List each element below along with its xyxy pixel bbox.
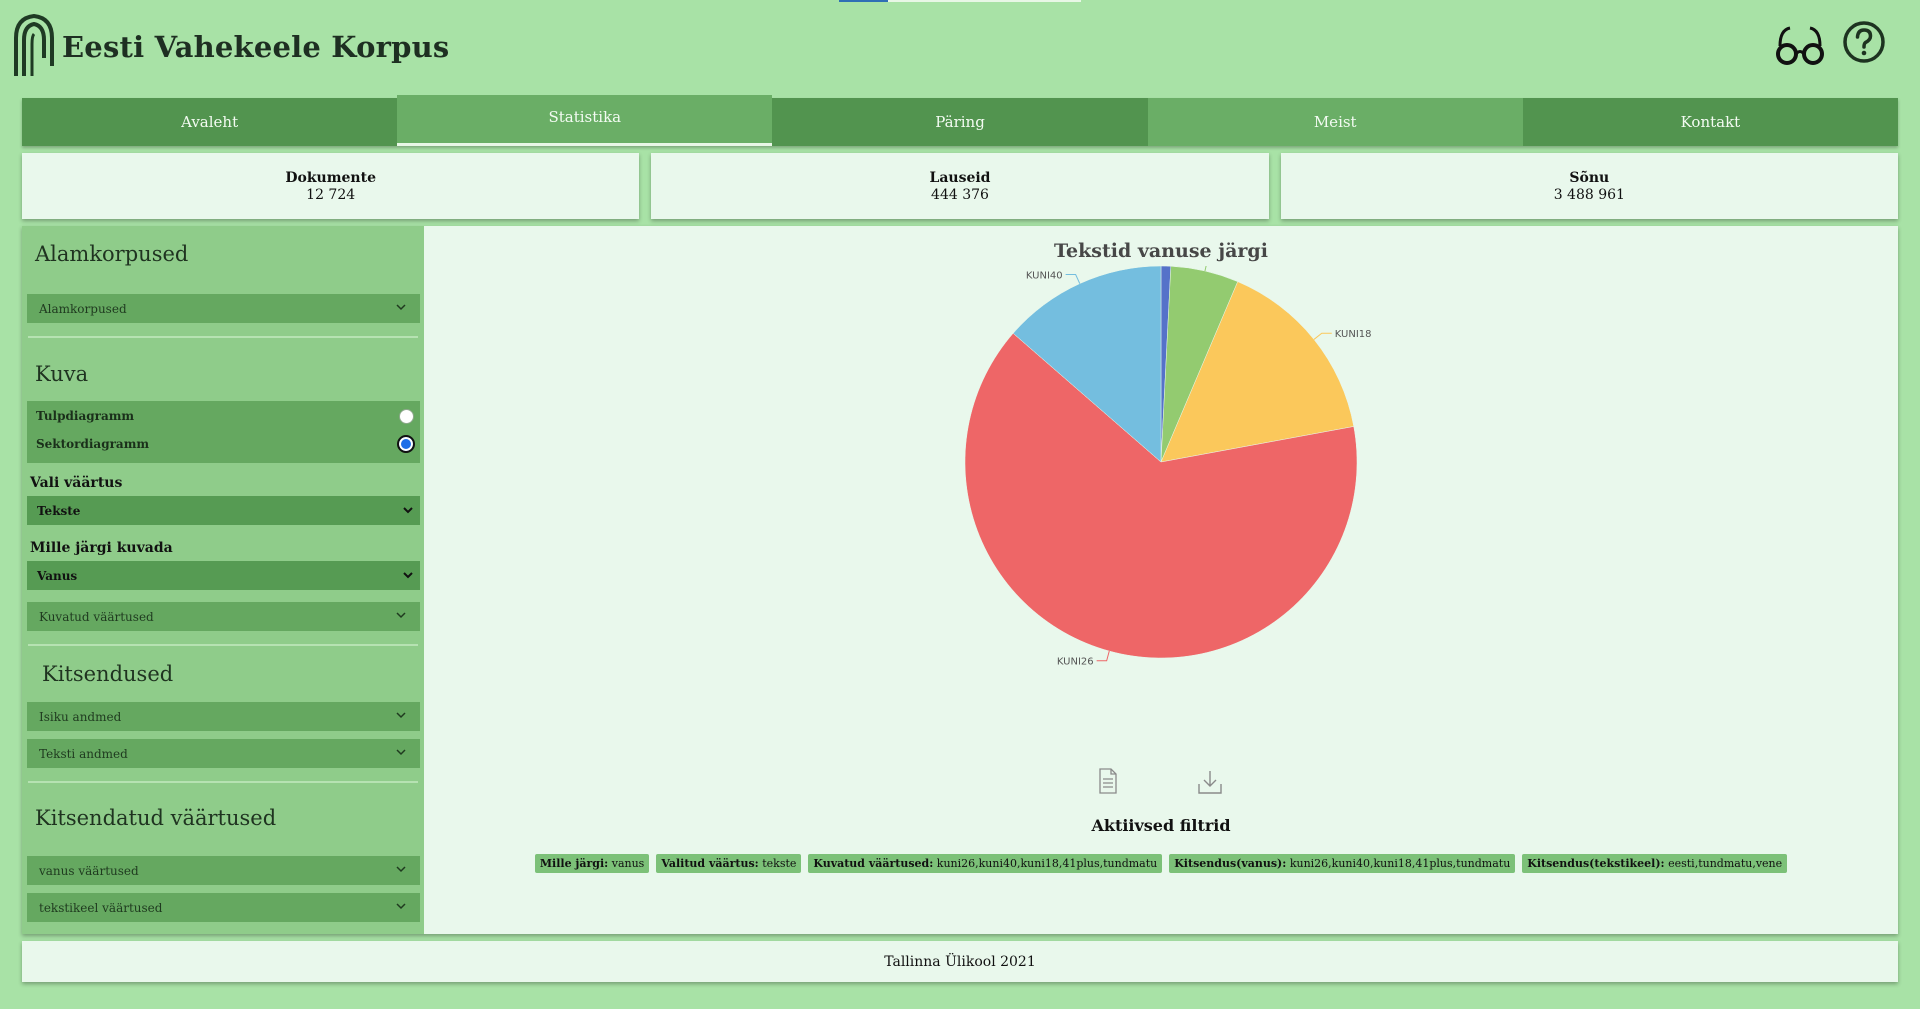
footer-text: Tallinna Ülikool 2021 <box>884 953 1036 970</box>
dropdown-label: Teksti andmed <box>39 746 128 761</box>
chevron-down-icon <box>396 304 406 311</box>
dropdown-label: vanus väärtused <box>39 863 139 878</box>
arch-logo[interactable] <box>12 14 56 78</box>
chevron-down-icon <box>396 712 406 719</box>
chevron-down-icon <box>403 507 413 514</box>
radio-sektordiagramm[interactable] <box>397 435 415 453</box>
dropdown-label: Isiku andmed <box>39 709 122 724</box>
pie-slice-kuni40[interactable] <box>1012 266 1162 463</box>
filter-chip: Kitsendus(tekstikeel): eesti,tundmatu,ve… <box>1522 854 1788 873</box>
pie-label-kuni26: KUNI26 <box>1057 657 1094 666</box>
pie-leader-line <box>1313 332 1332 340</box>
stat-value: 12 724 <box>306 186 356 203</box>
filter-chip: Kitsendus(vanus): kuni26,kuni40,kuni18,4… <box>1169 854 1516 873</box>
tab-kontakt[interactable]: Kontakt <box>1522 98 1899 146</box>
stat-value: 3 488 961 <box>1553 186 1625 203</box>
stat-label: Dokumente <box>285 169 376 186</box>
stat-value: 444 376 <box>931 186 989 203</box>
glasses-icon[interactable] <box>1774 24 1826 68</box>
filter-chip: Mille järgi: vanus <box>534 854 650 873</box>
pie-label-kuni40: KUNI40 <box>1026 271 1063 282</box>
select-value: Vanus <box>37 568 78 583</box>
footer: Tallinna Ülikool 2021 <box>22 941 1898 982</box>
chevron-down-icon <box>396 866 406 873</box>
group-by-label: Mille järgi kuvada <box>30 540 173 556</box>
filter-chip: Valitud väärtus: tekste <box>656 854 802 873</box>
language-values-dropdown[interactable]: tekstikeel väärtused <box>27 893 420 922</box>
chevron-down-icon <box>396 749 406 756</box>
main-nav: Avaleht Statistika Päring Meist Kontakt <box>22 95 1899 146</box>
stat-card-sentences: Lauseid 444 376 <box>651 153 1269 219</box>
statistics-panel: Alamkorpused Alamkorpused Kuva Tulpdiagr… <box>22 226 1898 934</box>
dropdown-label: Alamkorpused <box>39 301 127 316</box>
document-icon[interactable] <box>1098 768 1118 794</box>
stat-card-documents: Dokumente 12 724 <box>22 153 640 219</box>
download-icon[interactable] <box>1198 770 1222 794</box>
chevron-down-icon <box>396 903 406 910</box>
pie-chart: TUNDMATU41PLUSKUNI18KUNI26KUNI40 <box>964 266 1372 666</box>
value-select-label: Vali väärtus <box>30 475 123 491</box>
divider <box>28 644 418 646</box>
dropdown-label: tekstikeel väärtused <box>39 900 163 915</box>
section-heading-alamkorpused: Alamkorpused <box>35 242 189 266</box>
active-filters: Mille järgi: vanus Valitud väärtus: teks… <box>424 854 1898 873</box>
pie-label-41plus: 41PLUS <box>1220 266 1258 268</box>
stat-label: Lauseid <box>929 169 991 186</box>
stat-label: Sõnu <box>1569 169 1610 186</box>
tab-avaleht[interactable]: Avaleht <box>22 98 398 146</box>
active-filters-title: Aktiivsed filtrid <box>1091 816 1231 835</box>
section-heading-kitsendatud: Kitsendatud väärtused <box>35 806 277 830</box>
pie-label-kuni18: KUNI18 <box>1335 329 1372 340</box>
chart-type-options: Tulpdiagramm Sektordiagramm <box>27 401 420 463</box>
select-value: Tekste <box>37 503 81 518</box>
text-data-dropdown[interactable]: Teksti andmed <box>27 739 420 768</box>
divider <box>28 336 418 338</box>
site-title[interactable]: Eesti Vahekeele Korpus <box>62 30 450 64</box>
section-heading-kitsendused: Kitsendused <box>42 662 174 686</box>
option-label-tulpdiagramm: Tulpdiagramm <box>36 409 135 423</box>
radio-tulpdiagramm[interactable] <box>399 409 414 424</box>
dropdown-label: Kuvatud väärtused <box>39 609 154 624</box>
age-values-dropdown[interactable]: vanus väärtused <box>27 856 420 885</box>
header: Eesti Vahekeele Korpus <box>0 0 1920 96</box>
pie-slice-kuni18[interactable] <box>1160 281 1355 463</box>
group-by-select[interactable]: Vanus <box>27 561 420 590</box>
pie-leader-line <box>1204 266 1207 272</box>
option-label-sektordiagramm: Sektordiagramm <box>36 437 150 451</box>
tab-statistika[interactable]: Statistika <box>397 95 773 146</box>
chevron-down-icon <box>396 612 406 619</box>
alamkorpused-dropdown[interactable]: Alamkorpused <box>27 294 420 323</box>
help-circle-icon[interactable] <box>1842 20 1886 64</box>
corpus-stats: Dokumente 12 724 Lauseid 444 376 Sõnu 3 … <box>22 153 1898 219</box>
top-progress-line <box>839 0 1081 2</box>
stat-card-words: Sõnu 3 488 961 <box>1280 153 1898 219</box>
divider <box>28 781 418 783</box>
filter-sidebar: Alamkorpused Alamkorpused Kuva Tulpdiagr… <box>22 226 424 934</box>
chart-title: Tekstid vanuse järgi <box>1054 240 1268 262</box>
tab-meist[interactable]: Meist <box>1147 98 1523 146</box>
pie-leader-line <box>1065 274 1081 284</box>
section-heading-kuva: Kuva <box>35 362 89 386</box>
top-progress-fill <box>839 0 888 2</box>
filter-chip: Kuvatud väärtused: kuni26,kuni40,kuni18,… <box>808 854 1163 873</box>
value-select[interactable]: Tekste <box>27 496 420 525</box>
tab-paring[interactable]: Päring <box>772 98 1148 146</box>
person-data-dropdown[interactable]: Isiku andmed <box>27 702 420 731</box>
chevron-down-icon <box>403 572 413 579</box>
pie-leader-line <box>1096 650 1110 662</box>
shown-values-dropdown[interactable]: Kuvatud väärtused <box>27 602 420 631</box>
